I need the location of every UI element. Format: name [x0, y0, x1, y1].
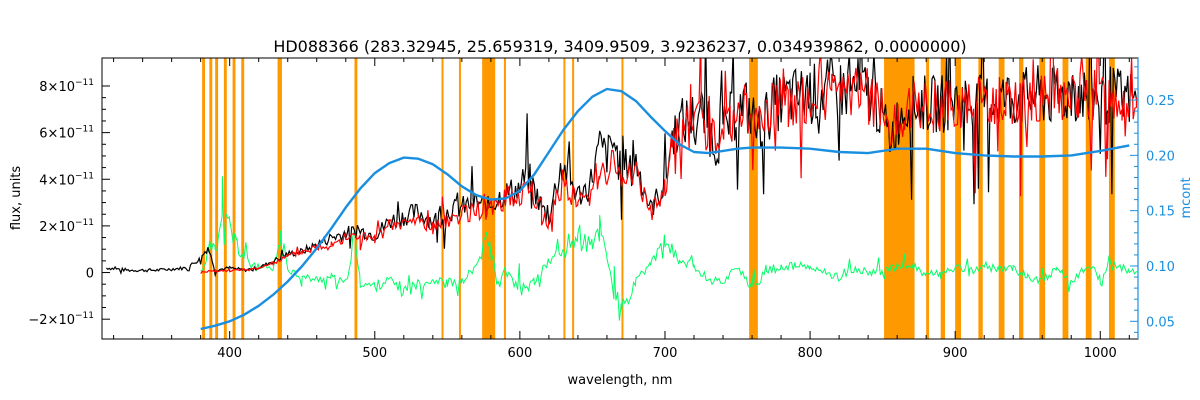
mask-band-24 — [1062, 58, 1069, 339]
y-axis-right-label: mcont — [1179, 177, 1194, 218]
y-tick-label: 8×10−11 — [39, 78, 94, 95]
x-tick-label: 600 — [507, 346, 532, 361]
x-tick-label: 700 — [653, 346, 678, 361]
y-tick-label: 4×10−11 — [39, 171, 94, 188]
y-tick-label: −2×10−11 — [28, 311, 94, 328]
y-right-tick-label: 0.05 — [1146, 315, 1175, 330]
y-axis-right: 0.05 0.10 0.15 0.20 0.25 — [1130, 58, 1175, 339]
series-residual — [200, 176, 1137, 321]
x-tick-label: 400 — [217, 346, 242, 361]
mask-band-13 — [572, 58, 575, 339]
x-tick-label: 800 — [798, 346, 823, 361]
mask-band-26 — [1108, 58, 1115, 339]
mask-band-23 — [1039, 58, 1046, 339]
mask-band-5 — [241, 58, 245, 339]
mask-band-21 — [998, 58, 1005, 339]
x-tick-label: 1000 — [1084, 346, 1117, 361]
series-group — [105, 58, 1138, 331]
mask-band-7 — [354, 58, 358, 339]
mask-band-15 — [749, 58, 758, 339]
mask-band-1 — [209, 58, 213, 339]
y-axis-label: flux, units — [9, 166, 24, 231]
x-axis: 400 500 600 700 800 900 1000 — [113, 58, 1130, 361]
mask-band-12 — [563, 58, 566, 339]
series-mcont — [200, 87, 1130, 331]
series-model — [200, 58, 1138, 274]
mask-band-9 — [458, 58, 461, 339]
mask-band-0 — [202, 58, 206, 339]
y-right-tick-label: 0.25 — [1146, 94, 1175, 109]
y-right-tick-label: 0.20 — [1146, 149, 1175, 164]
mask-band-6 — [277, 58, 282, 339]
y-right-tick-label: 0.10 — [1146, 260, 1175, 275]
y-right-tick-label: 0.15 — [1146, 205, 1175, 220]
mask-band-3 — [223, 58, 227, 339]
x-tick-label: 500 — [362, 346, 387, 361]
mask-band-25 — [1085, 58, 1092, 339]
y-tick-label: 0 — [86, 267, 94, 282]
mask-band-18 — [940, 58, 946, 339]
mask-band-20 — [978, 58, 983, 339]
mask-band-17 — [926, 58, 930, 339]
chart-title: HD088366 (283.32945, 25.659319, 3409.950… — [273, 37, 966, 56]
y-tick-label: 6×10−11 — [39, 125, 94, 142]
mask-band-22 — [1019, 58, 1024, 339]
y-tick-label: 2×10−11 — [39, 218, 94, 235]
x-axis-label: wavelength, nm — [568, 373, 673, 388]
mask-band-19 — [955, 58, 961, 339]
mask-band-4 — [232, 58, 236, 339]
y-axis-left: −2×10−11 0 2×10−11 4×10−11 6×10−11 8×10−11 — [28, 78, 110, 328]
mask-band-2 — [215, 58, 219, 339]
x-tick-label: 900 — [943, 346, 968, 361]
